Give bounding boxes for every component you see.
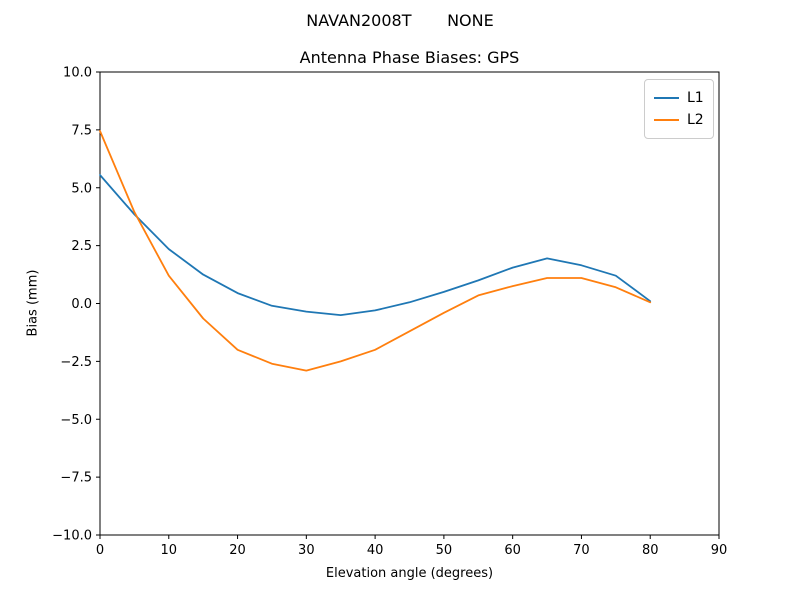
- x-axis-label: Elevation angle (degrees): [325, 566, 494, 581]
- figure-suptitle: NAVAN2008T NONE: [306, 11, 494, 30]
- x-tick-label: 20: [229, 543, 246, 558]
- x-tick-label: 80: [642, 543, 659, 558]
- chart-title: Antenna Phase Biases: GPS: [299, 48, 520, 67]
- x-tick-label: 30: [298, 543, 315, 558]
- series-line-L1: [99, 174, 652, 317]
- y-tick-label: −2.5: [60, 355, 92, 370]
- legend: L1 L2: [644, 79, 714, 139]
- x-tick-label: 50: [436, 543, 453, 558]
- x-tick-label: 90: [711, 543, 728, 558]
- y-tick-label: −7.5: [60, 471, 92, 486]
- axes-spines: [99, 71, 720, 536]
- legend-line-swatch-L2: [654, 119, 679, 121]
- y-tick-label: 0.0: [71, 297, 92, 312]
- legend-item-L1: L1: [654, 87, 704, 109]
- y-tick-label: 2.5: [71, 239, 92, 254]
- x-tick-label: 40: [367, 543, 384, 558]
- series-line-L2: [99, 130, 652, 372]
- y-tick-label: −5.0: [60, 413, 92, 428]
- x-tick-label: 0: [96, 543, 104, 558]
- x-tick-label: 10: [161, 543, 178, 558]
- y-tick-label: 5.0: [71, 181, 92, 196]
- y-tick-label: −10.0: [52, 529, 92, 544]
- x-tick-label: 70: [573, 543, 590, 558]
- y-tick-label: 7.5: [71, 123, 92, 138]
- y-tick-label: 10.0: [63, 66, 92, 81]
- legend-label-L2: L2: [687, 112, 704, 128]
- legend-item-L2: L2: [654, 109, 704, 131]
- y-axis-label: Bias (mm): [25, 269, 41, 337]
- x-tick-label: 60: [504, 543, 521, 558]
- legend-line-swatch-L1: [654, 97, 679, 99]
- legend-label-L1: L1: [687, 90, 704, 106]
